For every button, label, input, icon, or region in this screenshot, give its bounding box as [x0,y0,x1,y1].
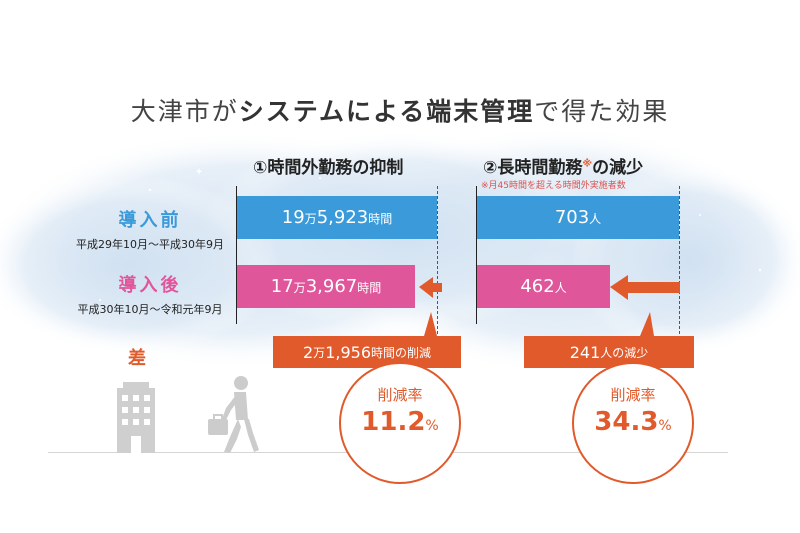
data-label-people-before: 703人 [554,207,602,228]
data-label-hours-before: 19万5,923時間 [281,207,393,228]
title-suffix: で得た効果 [534,97,670,126]
left-callout-pointer [424,312,437,336]
data-label-people-after: 462人 [520,276,567,297]
title-emphasis: システムによる端末管理 [238,97,535,126]
building-icon [117,382,155,453]
reduction-rate-circle-people: 削減率 34.3% [572,362,694,484]
right-section-note: ※月45時間を超える時間外実施者数 [481,181,626,191]
right-callout-pointer [640,312,654,336]
right-section-title: ②長時間勤務※の減少 [483,158,644,178]
bar-hours-after: 17万3,967時間 [237,265,415,308]
bar-people-after: 462人 [477,265,610,308]
row-label-after: 導入後 平成30年10月〜令和元年9月 [77,275,223,316]
reduction-rate-circle-hours: 削減率 11.2% [339,362,461,484]
difference-label: 差 [128,348,146,369]
difference-pill-hours: 2 万 1,956 時間の削減 [273,336,461,368]
right-reduction-arrow [610,275,680,300]
title-prefix: 大津市が [130,97,239,126]
bar-people-before: 703人 [477,196,679,239]
walking-person-icon [208,376,259,453]
left-reduction-arrow [419,277,442,298]
reduction-rate-people: 34.3% [594,407,672,437]
bar-hours-before: 19万5,923時間 [237,196,437,239]
reduction-rate-hours: 11.2% [361,407,439,437]
left-section-title: ①時間外勤務の抑制 [253,158,404,178]
moon-icon [178,166,203,187]
left-reference-line [437,186,438,334]
right-reference-line [679,186,680,334]
right-axis-line [476,186,477,324]
left-axis-line [236,186,237,324]
difference-pill-people: 241 人の減少 [524,336,694,368]
row-label-before: 導入前 平成29年10月〜平成30年9月 [76,210,224,251]
page-title: 大津市がシステムによる端末管理で得た効果 [0,92,800,128]
data-label-hours-after: 17万3,967時間 [270,276,382,297]
